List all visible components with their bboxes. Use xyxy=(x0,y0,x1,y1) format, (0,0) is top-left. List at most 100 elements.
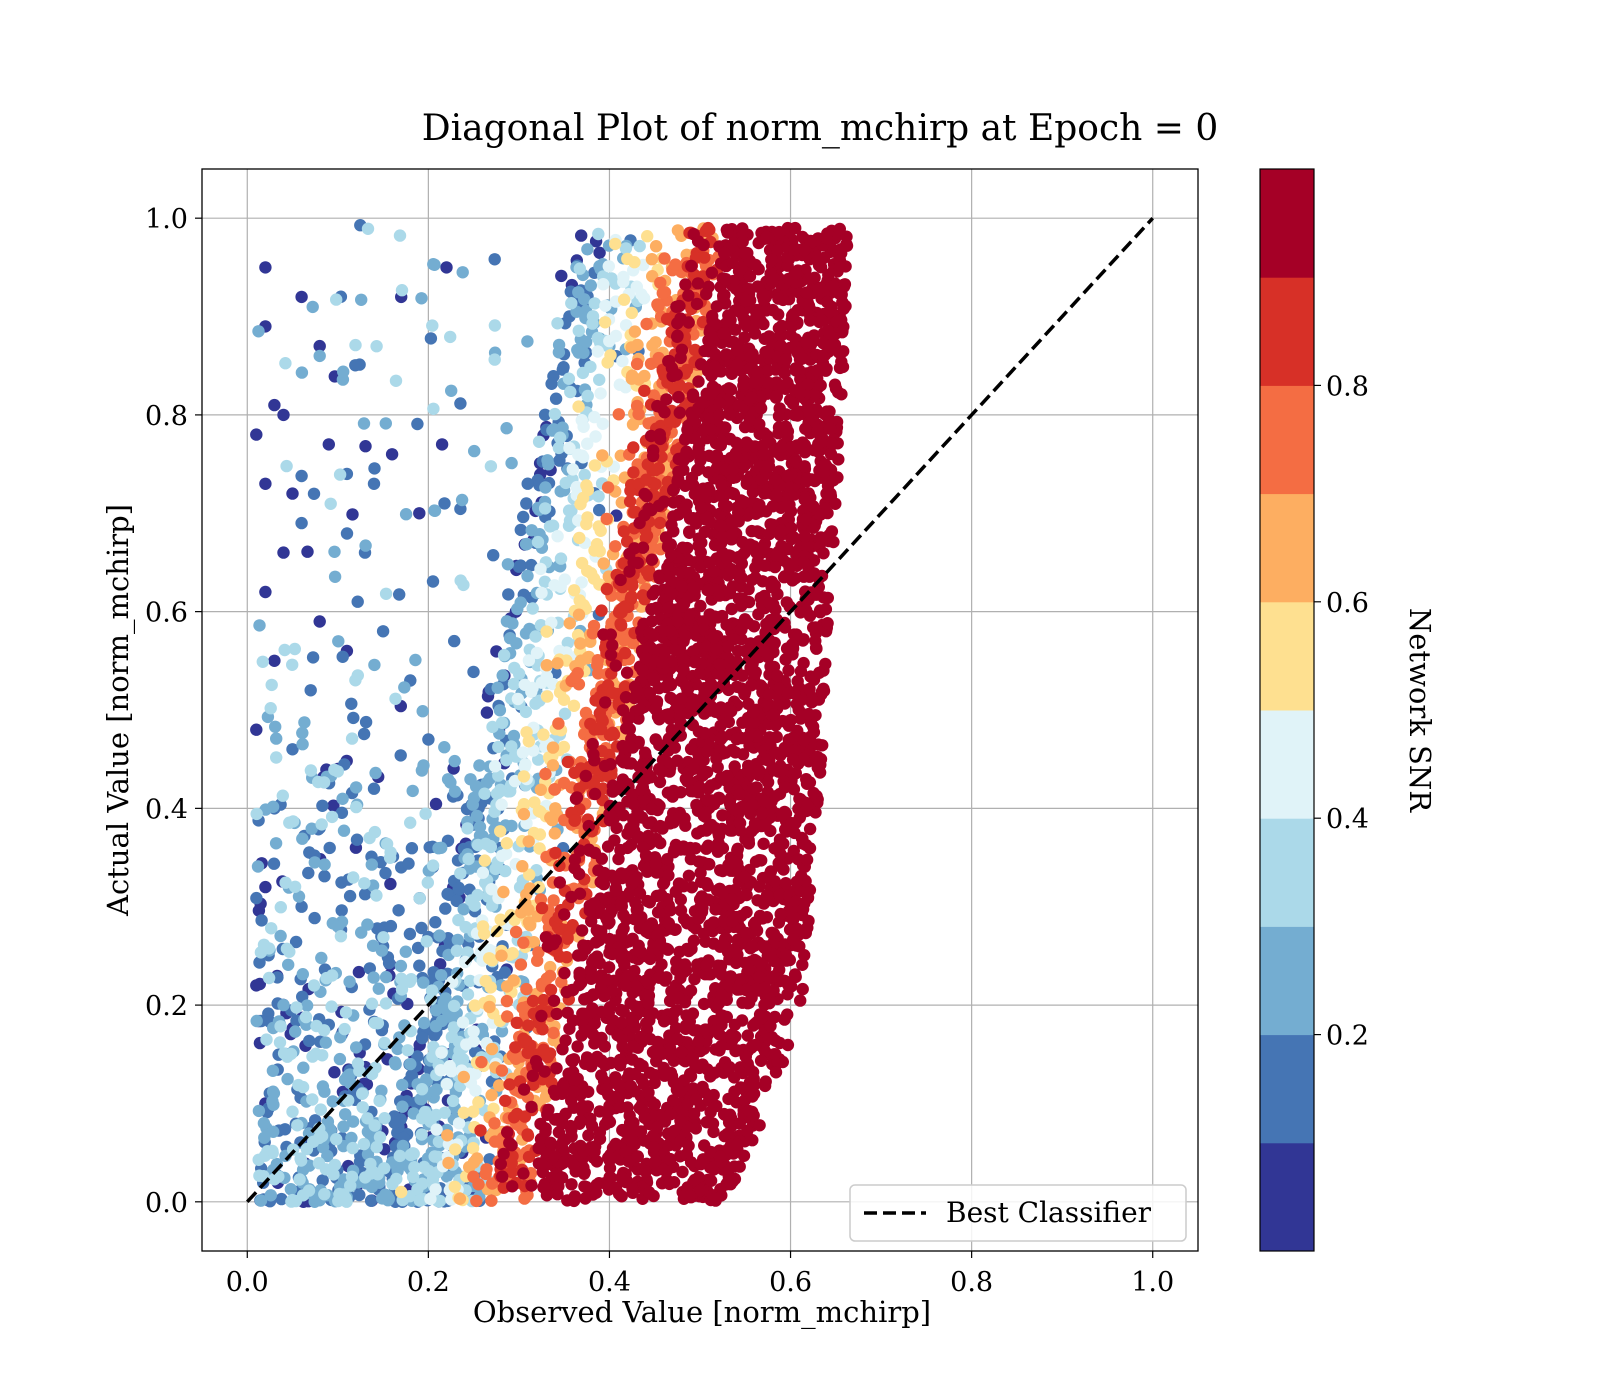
scatter-point xyxy=(269,837,283,850)
scatter-point xyxy=(295,516,308,530)
scatter-point xyxy=(560,951,573,964)
scatter-point xyxy=(307,1135,320,1149)
scatter-point xyxy=(789,364,803,377)
scatter-point xyxy=(537,728,550,741)
scatter-point xyxy=(497,1147,510,1161)
scatter-point xyxy=(730,358,744,372)
scatter-point xyxy=(371,922,384,935)
scatter-point xyxy=(372,982,385,995)
scatter-point xyxy=(324,497,337,510)
scatter-point xyxy=(298,716,311,729)
scatter-point xyxy=(433,929,446,942)
scatter-point xyxy=(649,336,662,349)
scatter-point xyxy=(415,292,428,305)
scatter-point xyxy=(500,837,513,850)
scatter-point xyxy=(601,481,615,494)
scatter-point xyxy=(636,541,650,554)
scatter-point xyxy=(679,278,692,291)
scatter-point xyxy=(516,746,530,759)
scatter-point xyxy=(337,1120,350,1133)
scatter-point xyxy=(592,667,605,680)
scatter-point xyxy=(520,497,533,510)
scatter-point xyxy=(356,1087,369,1101)
scatter-point xyxy=(839,299,852,313)
scatter-point xyxy=(254,1194,268,1207)
scatter-point xyxy=(429,916,442,929)
scatter-point xyxy=(495,716,509,729)
scatter-point xyxy=(525,1100,538,1114)
scatter-point xyxy=(506,1180,519,1193)
scatter-point xyxy=(355,293,368,306)
scatter-point xyxy=(463,974,477,988)
scatter-point xyxy=(361,222,375,235)
scatter-point xyxy=(578,293,591,306)
scatter-point xyxy=(794,994,807,1007)
scatter-point xyxy=(384,877,397,891)
scatter-point xyxy=(589,430,602,443)
scatter-point xyxy=(300,999,314,1012)
scatter-point xyxy=(737,1149,751,1163)
scatter-point xyxy=(540,972,553,985)
scatter-point xyxy=(557,693,571,706)
scatter-point xyxy=(666,790,679,803)
scatter-point xyxy=(461,946,474,959)
scatter-point xyxy=(359,539,372,552)
scatter-point xyxy=(562,372,576,385)
scatter-point xyxy=(395,1185,408,1199)
scatter-point xyxy=(445,384,458,397)
scatter-point xyxy=(295,469,308,483)
scatter-point xyxy=(391,1042,404,1056)
scatter-point xyxy=(768,579,781,592)
scatter-point xyxy=(572,400,585,413)
scatter-point xyxy=(520,1034,533,1048)
scatter-point xyxy=(599,696,612,709)
scatter-point xyxy=(259,880,272,894)
scatter-point xyxy=(413,892,426,905)
scatter-point xyxy=(653,516,667,530)
scatter-point xyxy=(306,1093,319,1106)
scatter-point xyxy=(368,658,381,672)
scatter-point xyxy=(470,809,484,823)
scatter-point xyxy=(476,866,490,879)
scatter-point xyxy=(389,1058,402,1071)
scatter-point xyxy=(477,927,491,940)
scatter-point xyxy=(499,1094,512,1108)
scatter-point xyxy=(453,1192,467,1205)
scatter-point xyxy=(274,1020,287,1033)
scatter-point xyxy=(350,1041,363,1054)
scatter-point xyxy=(501,558,515,571)
scatter-point xyxy=(593,260,606,273)
scatter-point xyxy=(260,1033,273,1046)
scatter-point xyxy=(500,422,513,435)
scatter-point xyxy=(526,994,540,1008)
scatter-point xyxy=(551,317,564,330)
scatter-point xyxy=(365,997,379,1010)
scatter-point xyxy=(623,495,637,508)
scatter-point xyxy=(253,956,266,969)
scatter-point xyxy=(613,378,626,391)
scatter-point xyxy=(485,883,498,896)
scatter-point xyxy=(777,837,790,850)
scatter-point xyxy=(313,349,326,363)
scatter-point xyxy=(555,269,568,283)
scatter-point xyxy=(558,707,572,720)
scatter-point xyxy=(428,1029,441,1042)
scatter-point xyxy=(475,1055,488,1069)
scatter-point xyxy=(601,840,615,853)
scatter-point xyxy=(467,1105,480,1118)
scatter-point xyxy=(379,417,392,430)
scatter-point xyxy=(496,1170,509,1183)
scatter-point xyxy=(597,278,610,291)
scatter-point xyxy=(389,692,402,705)
scatter-point xyxy=(407,1147,420,1161)
scatter-point xyxy=(429,1019,443,1033)
scatter-point xyxy=(295,900,308,913)
scatter-point xyxy=(769,790,782,803)
scatter-point xyxy=(561,636,574,650)
scatter-point xyxy=(339,1108,352,1121)
scatter-point xyxy=(539,481,552,494)
scatter-point xyxy=(427,258,440,271)
scatter-point xyxy=(328,545,341,558)
scatter-point xyxy=(319,1036,332,1049)
